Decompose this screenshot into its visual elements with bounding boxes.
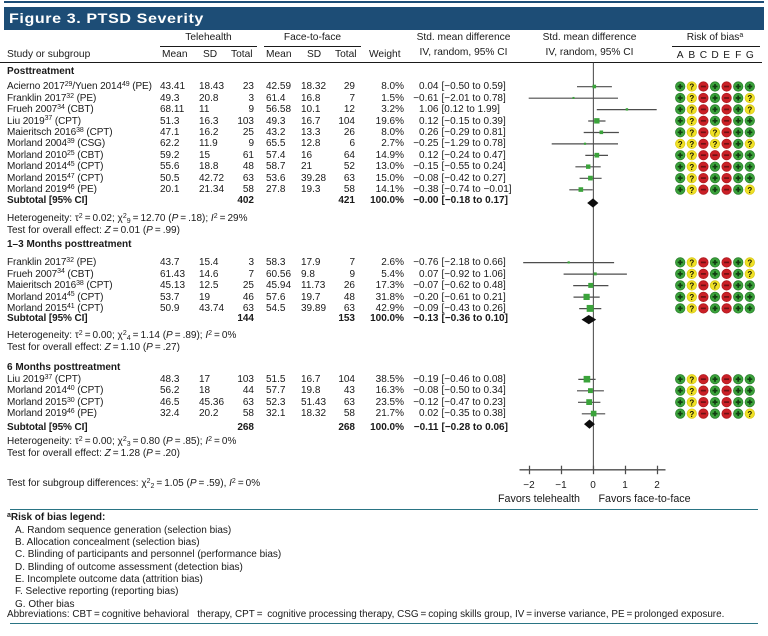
svg-text:?: ?	[689, 83, 694, 92]
svg-text:?: ?	[689, 106, 694, 115]
svg-text:?: ?	[689, 163, 694, 172]
svg-text:?: ?	[689, 398, 694, 407]
svg-text:?: ?	[747, 140, 752, 149]
svg-text:?: ?	[689, 140, 694, 149]
svg-text:?: ?	[689, 293, 694, 302]
svg-text:?: ?	[747, 94, 752, 103]
svg-text:?: ?	[713, 140, 718, 149]
svg-text:?: ?	[747, 186, 752, 195]
svg-text:?: ?	[689, 94, 694, 103]
svg-text:?: ?	[713, 129, 718, 138]
svg-text:?: ?	[713, 282, 718, 291]
svg-text:?: ?	[747, 106, 752, 115]
svg-text:?: ?	[689, 186, 694, 195]
svg-text:?: ?	[689, 375, 694, 384]
svg-text:?: ?	[689, 151, 694, 160]
svg-text:?: ?	[689, 259, 694, 268]
svg-text:?: ?	[689, 270, 694, 279]
svg-text:?: ?	[689, 410, 694, 419]
svg-text:?: ?	[747, 259, 752, 268]
svg-text:?: ?	[689, 282, 694, 291]
svg-text:?: ?	[689, 129, 694, 138]
svg-text:?: ?	[689, 387, 694, 396]
svg-text:?: ?	[689, 305, 694, 314]
svg-text:?: ?	[747, 410, 752, 419]
svg-text:?: ?	[689, 117, 694, 126]
svg-text:?: ?	[678, 140, 683, 149]
svg-text:?: ?	[689, 174, 694, 183]
svg-text:?: ?	[747, 270, 752, 279]
